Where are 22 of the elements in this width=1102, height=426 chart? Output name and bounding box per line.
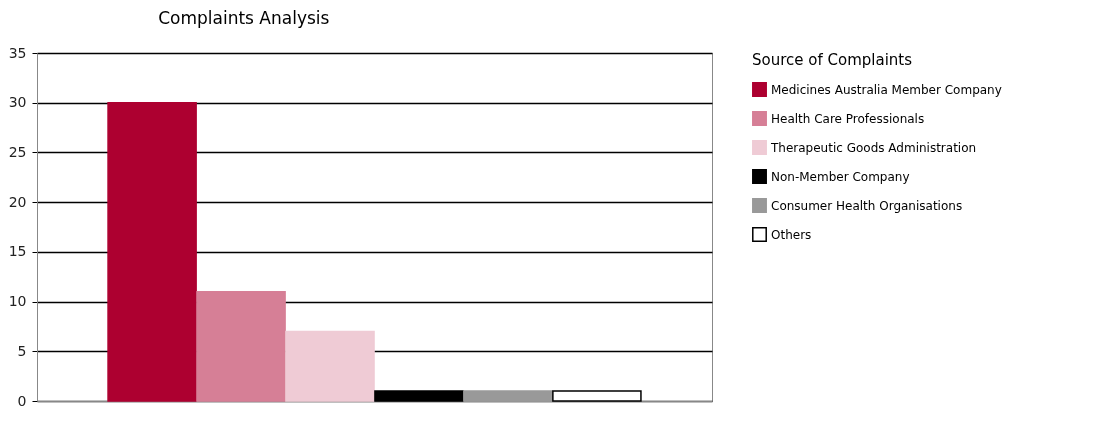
bar bbox=[196, 290, 286, 402]
legend-label: Medicines Australia Member Company bbox=[771, 82, 1002, 97]
y-tick-label: 35 bbox=[8, 44, 27, 61]
legend-label: Non-Member Company bbox=[771, 169, 910, 184]
legend-label: Consumer Health Organisations bbox=[771, 198, 963, 213]
legend-title: Source of Complaints bbox=[752, 51, 913, 69]
y-tick-label: 20 bbox=[8, 193, 27, 210]
legend-label: Therapeutic Goods Administration bbox=[770, 140, 977, 155]
legend-label: Others bbox=[771, 227, 812, 242]
chart-title: Complaints Analysis bbox=[158, 8, 330, 28]
y-tick-label: 5 bbox=[17, 342, 27, 359]
legend-label: Health Care Professionals bbox=[771, 111, 925, 126]
y-tick-label: 15 bbox=[8, 243, 27, 260]
y-tick-label: 0 bbox=[17, 392, 27, 409]
bar bbox=[374, 390, 464, 402]
y-tick-label: 25 bbox=[8, 143, 27, 160]
bar bbox=[285, 330, 375, 402]
bar bbox=[107, 101, 197, 402]
y-tick-label: 30 bbox=[8, 94, 27, 111]
y-tick-label: 10 bbox=[8, 293, 27, 310]
bar bbox=[463, 390, 553, 402]
bar bbox=[552, 390, 642, 402]
